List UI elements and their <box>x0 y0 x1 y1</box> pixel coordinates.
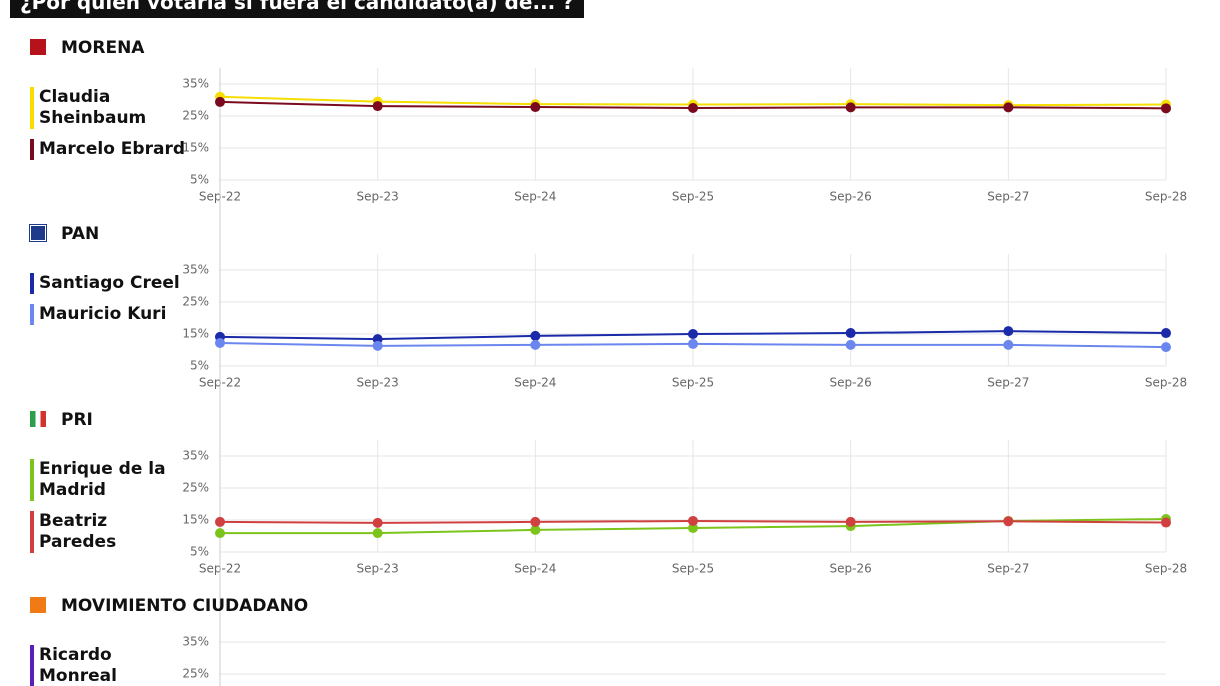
data-point <box>372 101 383 112</box>
x-tick-label: Sep-28 <box>1145 376 1187 390</box>
y-tick-label: 25% <box>182 109 209 123</box>
x-tick-label: Sep-26 <box>830 376 872 390</box>
data-point <box>530 102 541 113</box>
x-tick-label: Sep-23 <box>357 562 399 576</box>
y-tick-label: 35% <box>182 77 209 91</box>
legend-entry: Claudia Sheinbaum <box>30 87 189 129</box>
x-tick-label: Sep-25 <box>672 190 714 204</box>
y-tick-label: 5% <box>190 359 209 373</box>
x-tick-label: Sep-23 <box>357 376 399 390</box>
party-name: PRI <box>61 410 93 430</box>
data-point <box>1003 102 1014 113</box>
data-point <box>1161 103 1171 114</box>
party-name: MOVIMIENTO CIUDADANO <box>61 596 309 616</box>
x-tick-label: Sep-28 <box>1145 190 1187 204</box>
x-tick-label: Sep-28 <box>1145 562 1187 576</box>
party-logo <box>29 224 47 242</box>
page-title: ¿Por quién votaría si fuera el candidato… <box>10 0 584 18</box>
data-point <box>1003 516 1014 527</box>
data-point <box>215 516 225 527</box>
data-point <box>845 516 856 527</box>
legend-entry: Ricardo Monreal <box>30 645 189 686</box>
data-point <box>530 330 541 341</box>
data-point <box>530 339 541 350</box>
x-tick-label: Sep-24 <box>514 376 556 390</box>
x-tick-label: Sep-26 <box>830 562 872 576</box>
data-point <box>215 96 225 107</box>
legend-entry: Mauricio Kuri <box>30 304 189 325</box>
data-point <box>845 328 856 339</box>
data-point <box>1161 517 1171 528</box>
party-name: MORENA <box>61 38 145 58</box>
x-tick-label: Sep-26 <box>830 190 872 204</box>
x-tick-label: Sep-27 <box>987 190 1029 204</box>
x-tick-label: Sep-27 <box>987 376 1029 390</box>
y-tick-label: 25% <box>182 667 209 681</box>
data-point <box>845 102 856 113</box>
data-point <box>530 524 541 535</box>
y-tick-label: 5% <box>190 173 209 187</box>
legend-entry: Beatriz Paredes <box>30 511 189 553</box>
party-logo <box>30 39 46 55</box>
data-point <box>372 340 383 351</box>
y-tick-label: 35% <box>182 635 209 649</box>
y-tick-label: 35% <box>182 263 209 277</box>
party-logo <box>30 597 46 613</box>
y-tick-label: 5% <box>190 545 209 559</box>
x-tick-label: Sep-24 <box>514 190 556 204</box>
data-point <box>688 103 698 113</box>
y-tick-label: 35% <box>182 449 209 463</box>
data-point <box>1003 339 1014 350</box>
data-point <box>688 329 698 339</box>
data-point <box>688 523 698 533</box>
y-tick-label: 15% <box>182 513 209 527</box>
x-tick-label: Sep-27 <box>987 562 1029 576</box>
y-tick-label: 15% <box>182 141 209 155</box>
legend-entry: Marcelo Ebrard <box>30 139 189 160</box>
y-tick-label: 25% <box>182 295 209 309</box>
data-point <box>688 515 698 526</box>
data-point <box>530 516 541 527</box>
data-point <box>372 528 383 539</box>
data-point <box>845 339 856 350</box>
data-point <box>372 517 383 528</box>
x-tick-label: Sep-23 <box>357 190 399 204</box>
x-tick-label: Sep-24 <box>514 562 556 576</box>
data-point <box>1003 326 1014 337</box>
legend-entry: Santiago Creel <box>30 273 189 294</box>
data-point <box>1161 328 1171 339</box>
x-tick-label: Sep-25 <box>672 376 714 390</box>
x-tick-label: Sep-25 <box>672 562 714 576</box>
y-tick-label: 25% <box>182 481 209 495</box>
legend-entry: Enrique de la Madrid <box>30 459 189 501</box>
party-logo <box>30 411 46 427</box>
party-name: PAN <box>61 224 100 244</box>
data-point <box>688 338 698 349</box>
data-point <box>1161 342 1171 353</box>
y-tick-label: 15% <box>182 327 209 341</box>
data-point <box>215 528 225 539</box>
data-point <box>215 337 225 348</box>
